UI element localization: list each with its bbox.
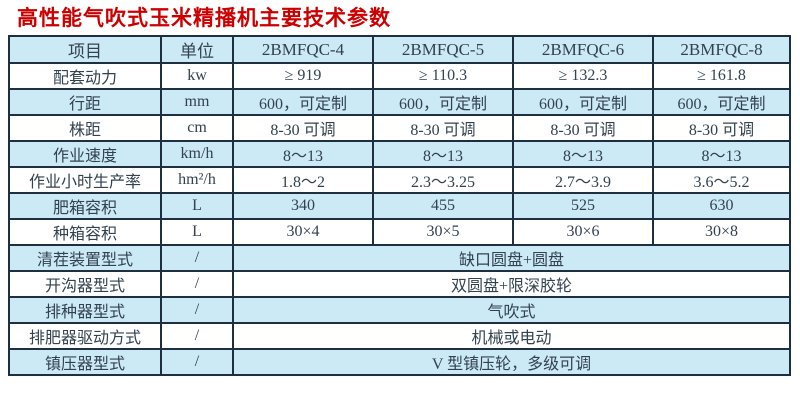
cell-value: ≥ 161.8 (652, 62, 791, 90)
row-label: 肥箱容积 (8, 192, 162, 220)
table-row: 行距 mm 600，可定制 600，可定制 600，可定制 600，可定制 (8, 88, 791, 116)
row-unit: hm²/h (160, 166, 234, 194)
cell-value: 8-30 可调 (512, 114, 654, 142)
cell-value: 8～13 (652, 140, 791, 168)
table-row: 排肥器驱动方式 / 机械或电动 (8, 322, 791, 350)
table-row: 开沟器型式 / 双圆盘+限深胶轮 (8, 270, 791, 298)
cell-value-merged: V 型镇压轮，多级可调 (232, 348, 791, 376)
cell-value: 1.8～2 (232, 166, 374, 194)
col-header-model-2bmfqc-8: 2BMFQC-8 (652, 35, 791, 64)
table-row: 镇压器型式 / V 型镇压轮，多级可调 (8, 348, 791, 376)
cell-value-merged: 机械或电动 (232, 322, 791, 350)
row-unit: / (160, 296, 234, 324)
row-label: 清茬装置型式 (8, 244, 162, 272)
row-unit: L (160, 192, 234, 220)
cell-value: 30×8 (652, 218, 791, 246)
cell-value: 8-30 可调 (652, 114, 791, 142)
col-header-item: 项目 (8, 35, 162, 64)
table-row: 种箱容积 L 30×4 30×5 30×6 30×8 (8, 218, 791, 246)
cell-value: 600，可定制 (372, 88, 514, 116)
cell-value: 2.7～3.9 (512, 166, 654, 194)
row-label: 配套动力 (8, 62, 162, 90)
row-label: 作业速度 (8, 140, 162, 168)
table-row: 配套动力 kw ≥ 919 ≥ 110.3 ≥ 132.3 ≥ 161.8 (8, 62, 791, 90)
row-label: 镇压器型式 (8, 348, 162, 376)
cell-value: 630 (652, 192, 791, 220)
row-unit: L (160, 218, 234, 246)
page-title: 高性能气吹式玉米精播机主要技术参数 (17, 6, 391, 30)
cell-value: 8-30 可调 (232, 114, 374, 142)
col-header-model-2bmfqc-6: 2BMFQC-6 (512, 35, 654, 64)
cell-value: 8～13 (372, 140, 514, 168)
cell-value: 8-30 可调 (372, 114, 514, 142)
table-row: 肥箱容积 L 340 455 525 630 (8, 192, 791, 220)
table-row: 排种器型式 / 气吹式 (8, 296, 791, 324)
cell-value-merged: 双圆盘+限深胶轮 (232, 270, 791, 298)
row-label: 种箱容积 (8, 218, 162, 246)
row-unit: km/h (160, 140, 234, 168)
cell-value: ≥ 132.3 (512, 62, 654, 90)
table-row: 株距 cm 8-30 可调 8-30 可调 8-30 可调 8-30 可调 (8, 114, 791, 142)
cell-value-merged: 气吹式 (232, 296, 791, 324)
row-label: 行距 (8, 88, 162, 116)
cell-value: 600，可定制 (652, 88, 791, 116)
table-row: 作业速度 km/h 8～13 8～13 8～13 8～13 (8, 140, 791, 168)
cell-value-merged: 缺口圆盘+圆盘 (232, 244, 791, 272)
row-unit: kw (160, 62, 234, 90)
cell-value: 8～13 (512, 140, 654, 168)
row-unit: cm (160, 114, 234, 142)
header-row: 项目 单位 2BMFQC-4 2BMFQC-5 2BMFQC-6 2BMFQC-… (8, 35, 791, 64)
cell-value: 2.3～3.25 (372, 166, 514, 194)
cell-value: 3.6～5.2 (652, 166, 791, 194)
cell-value: ≥ 110.3 (372, 62, 514, 90)
row-label: 排种器型式 (8, 296, 162, 324)
row-unit: mm (160, 88, 234, 116)
cell-value: 525 (512, 192, 654, 220)
col-header-model-2bmfqc-4: 2BMFQC-4 (232, 35, 374, 64)
cell-value: 8～13 (232, 140, 374, 168)
row-label: 开沟器型式 (8, 270, 162, 298)
row-unit: / (160, 348, 234, 376)
cell-value: 340 (232, 192, 374, 220)
table-row: 清茬装置型式 / 缺口圆盘+圆盘 (8, 244, 791, 272)
cell-value: 30×4 (232, 218, 374, 246)
row-unit: / (160, 322, 234, 350)
col-header-unit: 单位 (160, 35, 234, 64)
cell-value: ≥ 919 (232, 62, 374, 90)
row-unit: / (160, 270, 234, 298)
table-row: 作业小时生产率 hm²/h 1.8～2 2.3～3.25 2.7～3.9 3.6… (8, 166, 791, 194)
row-label: 株距 (8, 114, 162, 142)
cell-value: 30×5 (372, 218, 514, 246)
cell-value: 30×6 (512, 218, 654, 246)
spec-table: 项目 单位 2BMFQC-4 2BMFQC-5 2BMFQC-6 2BMFQC-… (8, 35, 791, 376)
cell-value: 600，可定制 (512, 88, 654, 116)
row-label: 作业小时生产率 (8, 166, 162, 194)
col-header-model-2bmfqc-5: 2BMFQC-5 (372, 35, 514, 64)
row-unit: / (160, 244, 234, 272)
cell-value: 600，可定制 (232, 88, 374, 116)
cell-value: 455 (372, 192, 514, 220)
row-label: 排肥器驱动方式 (8, 322, 162, 350)
